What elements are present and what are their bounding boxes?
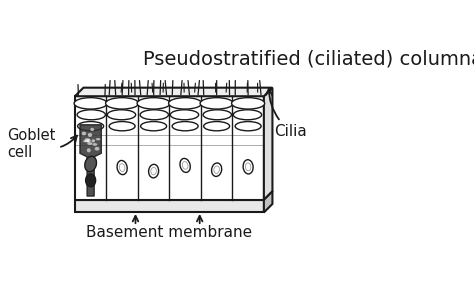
Text: Basement membrane: Basement membrane xyxy=(86,225,252,240)
Ellipse shape xyxy=(203,110,231,120)
Ellipse shape xyxy=(169,98,201,109)
Ellipse shape xyxy=(96,138,100,140)
Ellipse shape xyxy=(172,122,198,131)
Ellipse shape xyxy=(233,110,262,120)
Polygon shape xyxy=(264,88,273,200)
Ellipse shape xyxy=(137,98,170,109)
Ellipse shape xyxy=(149,164,159,178)
Ellipse shape xyxy=(84,138,90,142)
Polygon shape xyxy=(264,191,273,213)
Text: Cilia: Cilia xyxy=(266,89,307,140)
Ellipse shape xyxy=(109,122,135,131)
Polygon shape xyxy=(75,200,264,213)
Text: Pseudostratified (ciliated) columnar: Pseudostratified (ciliated) columnar xyxy=(143,50,474,69)
Ellipse shape xyxy=(91,139,95,142)
Ellipse shape xyxy=(88,133,92,137)
Ellipse shape xyxy=(82,132,86,135)
Text: Goblet
cell: Goblet cell xyxy=(7,128,77,160)
Ellipse shape xyxy=(211,163,222,176)
Ellipse shape xyxy=(78,122,104,131)
Ellipse shape xyxy=(87,139,91,143)
Polygon shape xyxy=(75,96,264,200)
Ellipse shape xyxy=(117,160,127,175)
Polygon shape xyxy=(75,88,273,96)
Ellipse shape xyxy=(92,143,97,146)
Ellipse shape xyxy=(87,148,91,152)
Ellipse shape xyxy=(91,128,94,131)
Ellipse shape xyxy=(87,142,92,145)
Ellipse shape xyxy=(141,122,167,131)
Polygon shape xyxy=(75,191,273,200)
Polygon shape xyxy=(80,125,101,196)
Ellipse shape xyxy=(170,110,199,120)
Ellipse shape xyxy=(106,98,139,109)
Ellipse shape xyxy=(200,98,233,109)
Ellipse shape xyxy=(204,122,229,131)
Ellipse shape xyxy=(243,160,253,174)
Ellipse shape xyxy=(235,122,261,131)
Ellipse shape xyxy=(85,156,97,172)
Ellipse shape xyxy=(232,98,264,109)
Ellipse shape xyxy=(107,110,136,120)
Ellipse shape xyxy=(74,98,107,109)
Ellipse shape xyxy=(83,140,89,142)
Ellipse shape xyxy=(140,110,168,120)
Ellipse shape xyxy=(180,158,190,172)
Ellipse shape xyxy=(86,174,96,187)
Ellipse shape xyxy=(77,110,105,120)
Ellipse shape xyxy=(95,147,100,151)
